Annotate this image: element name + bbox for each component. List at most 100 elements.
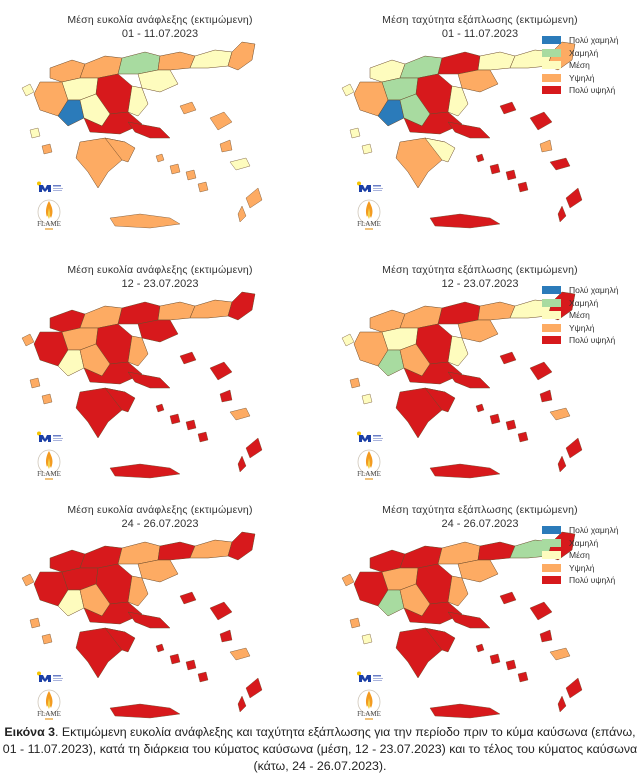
map-region	[477, 541, 516, 561]
greece-map	[341, 41, 583, 229]
flame-logo-icon: FLAME	[37, 199, 61, 230]
map-panel-spread-end: Μέση ταχύτητα εξάπλωσης (εκτιμώμενη) 24 …	[320, 490, 640, 728]
legend-label: Χαμηλή	[569, 297, 599, 308]
legend-swatch	[542, 48, 561, 57]
map-island	[197, 181, 209, 193]
legend-label: Πολύ χαμηλή	[569, 525, 619, 536]
map-island	[489, 653, 501, 665]
map-island	[529, 111, 553, 131]
map-island	[109, 463, 181, 479]
legend-item: Υψηλή	[542, 562, 640, 575]
caption-label: Εικόνα 3	[4, 725, 56, 739]
legend-label: Μέση	[569, 310, 590, 321]
map-island	[529, 601, 553, 621]
map-region	[127, 371, 171, 389]
legend-item: Πολύ χαμηλή	[542, 524, 640, 537]
legend-label: Μέση	[569, 550, 590, 561]
legend-swatch	[542, 286, 561, 295]
legend-label: Χαμηλή	[569, 47, 599, 58]
meteo-logo-icon	[37, 431, 63, 442]
map-island	[169, 163, 181, 175]
map-island	[341, 83, 355, 97]
meteo-logo-icon	[37, 181, 63, 192]
map-island	[557, 695, 567, 713]
map-region	[157, 301, 196, 321]
panel-title: Μέση ευκολία ανάφλεξης (εκτιμώμενη) 12 -…	[67, 264, 253, 290]
map-region	[104, 387, 136, 413]
map-region	[227, 531, 256, 561]
map-island	[489, 163, 501, 175]
map-region	[447, 85, 469, 117]
map-island	[557, 205, 567, 223]
map-region	[477, 51, 516, 71]
map-region	[403, 601, 463, 625]
map-island	[29, 127, 41, 139]
legend-item: Πολύ χαμηλή	[542, 34, 640, 47]
panel-title: Μέση ευκολία ανάφλεξης (εκτιμώμενη) 01 -…	[67, 14, 253, 40]
greece-map	[21, 41, 263, 229]
map-island	[341, 573, 355, 587]
map-island	[179, 591, 197, 605]
map-region	[447, 335, 469, 367]
map-island	[237, 695, 247, 713]
map-island	[565, 187, 583, 209]
map-panel-ignition-pre: Μέση ευκολία ανάφλεξης (εκτιμώμενη) 01 -…	[0, 0, 320, 238]
map-island	[185, 419, 197, 431]
map-island	[169, 653, 181, 665]
meteo-logo-icon	[357, 671, 383, 682]
map-island	[341, 333, 355, 347]
legend-item: Πολύ υψηλή	[542, 574, 640, 587]
map-island	[349, 127, 361, 139]
legend-swatch	[542, 526, 561, 535]
flame-logo-icon: FLAME	[37, 689, 61, 720]
map-island	[179, 351, 197, 365]
legend-swatch	[542, 298, 561, 307]
legend-swatch	[542, 36, 561, 45]
panel-title: Μέση ταχύτητα εξάπλωσης (εκτιμώμενη) 24 …	[382, 504, 578, 530]
map-island	[499, 591, 517, 605]
map-island	[209, 601, 233, 621]
map-legend: Πολύ χαμηλή Χαμηλή Μέση Υψηλή Πολύ υψηλή	[542, 34, 640, 97]
map-island	[209, 111, 233, 131]
map-island	[179, 101, 197, 115]
map-region	[83, 361, 143, 385]
map-region	[157, 541, 196, 561]
map-island	[539, 389, 553, 403]
map-island	[429, 463, 501, 479]
map-island	[517, 181, 529, 193]
map-region	[227, 41, 256, 71]
map-island	[237, 205, 247, 223]
map-island	[219, 629, 233, 643]
map-region	[189, 539, 233, 559]
legend-item: Χαμηλή	[542, 297, 640, 310]
map-island	[197, 431, 209, 443]
legend-label: Υψηλή	[569, 72, 595, 83]
map-island	[429, 703, 501, 719]
map-island	[185, 659, 197, 671]
map-island	[539, 139, 553, 153]
map-island	[155, 643, 165, 653]
meteo-logo-icon	[37, 671, 63, 682]
map-island	[229, 647, 251, 661]
map-region	[83, 111, 143, 135]
svg-text:FLAME: FLAME	[37, 710, 61, 718]
greece-map	[21, 531, 263, 719]
legend-swatch	[542, 86, 561, 95]
legend-label: Πολύ χαμηλή	[569, 35, 619, 46]
map-island	[529, 361, 553, 381]
map-region	[424, 627, 456, 653]
map-island	[565, 437, 583, 459]
legend-item: Υψηλή	[542, 72, 640, 85]
legend-item: Μέση	[542, 549, 640, 562]
map-island	[557, 455, 567, 473]
legend-swatch	[542, 73, 561, 82]
greece-map	[341, 291, 583, 479]
map-region	[137, 319, 179, 343]
map-island	[505, 169, 517, 181]
flame-logo-icon: FLAME	[37, 449, 61, 480]
map-island	[361, 143, 373, 155]
legend-swatch	[542, 538, 561, 547]
map-region	[227, 291, 256, 321]
map-island	[549, 407, 571, 421]
map-island	[109, 213, 181, 229]
